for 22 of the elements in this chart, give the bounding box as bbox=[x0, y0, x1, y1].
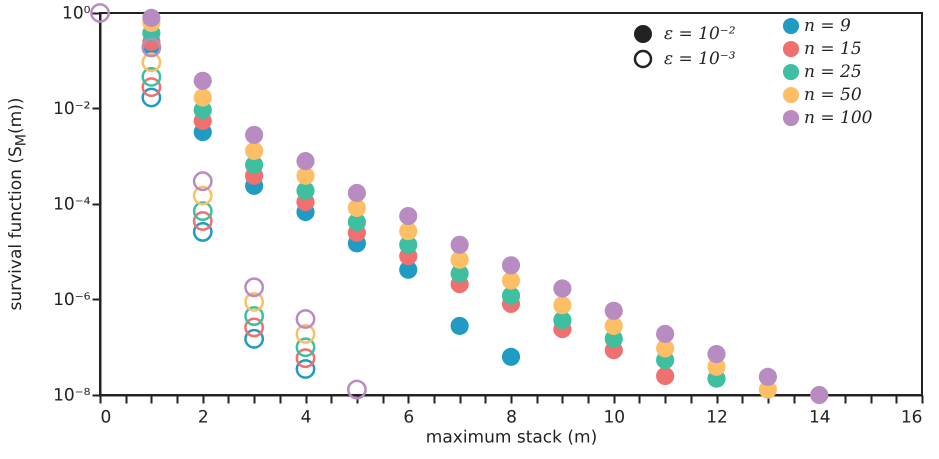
x-tick-label: 0 bbox=[100, 408, 112, 428]
x-tick-label: 6 bbox=[403, 408, 414, 428]
y-tick-label: 10⁰ bbox=[62, 4, 91, 24]
legend-label: n = 15 bbox=[804, 39, 862, 59]
x-axis-title: maximum stack (m) bbox=[426, 428, 598, 448]
y-tick-label: 10⁻⁶ bbox=[53, 290, 91, 310]
legend-label: n = 100 bbox=[804, 108, 873, 128]
legend-label: n = 50 bbox=[804, 85, 862, 105]
annotation: ε = 10⁻² bbox=[664, 24, 736, 44]
x-tick-label: 4 bbox=[300, 408, 312, 428]
legend-label: n = 25 bbox=[804, 62, 862, 82]
x-tick-label: 12 bbox=[706, 408, 728, 428]
x-tick-label: 16 bbox=[900, 408, 922, 428]
y-tick-label: 10⁻⁴ bbox=[53, 194, 91, 214]
y-tick-label: 10⁻² bbox=[53, 99, 90, 119]
legend-label: n = 9 bbox=[804, 16, 851, 36]
x-tick-label: 14 bbox=[808, 408, 831, 428]
x-tick-label: 8 bbox=[506, 408, 517, 428]
x-tick-label: 2 bbox=[198, 408, 209, 428]
y-tick-label: 10⁻⁸ bbox=[53, 386, 91, 406]
x-tick-label: 10 bbox=[603, 408, 626, 428]
annotation: ε = 10⁻³ bbox=[664, 48, 736, 68]
